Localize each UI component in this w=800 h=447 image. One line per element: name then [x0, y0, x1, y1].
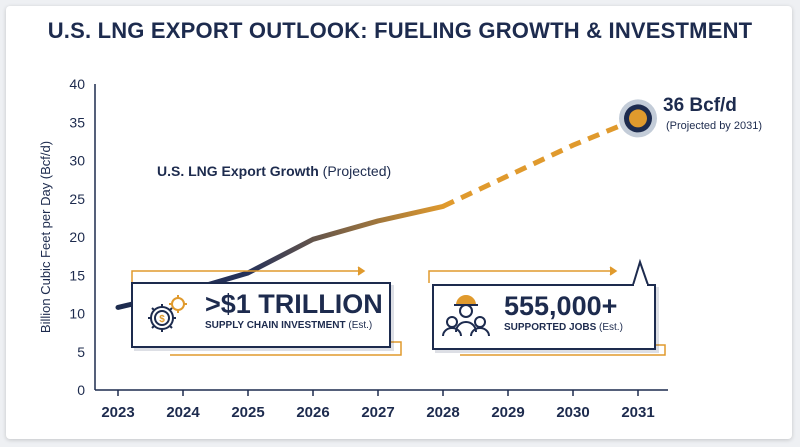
series-label: U.S. LNG Export Growth (Projected) — [157, 163, 391, 179]
callout-2-arrows — [428, 266, 666, 356]
annotation-value: 36 Bcf/d — [663, 95, 737, 116]
jobs-callout: 555,000+ SUPPORTED JOBS (Est.) — [432, 284, 656, 350]
investment-callout: $ >$1 TRILLION SUPPLY CHAIN INVESTMENT (… — [131, 282, 391, 348]
annotation-sub: (Projected by 2031) — [666, 120, 762, 132]
x-tick-label: 2031 — [621, 404, 654, 421]
gears-dollar-icon: $ — [148, 295, 187, 332]
y-tick-label: 35 — [69, 114, 85, 130]
workers-icon — [442, 295, 490, 337]
chart-title: U.S. LNG EXPORT OUTLOOK: FUELING GROWTH … — [47, 18, 753, 43]
y-tick-label: 30 — [69, 153, 85, 169]
y-tick-label: 20 — [69, 229, 85, 245]
callout-1-arrows — [131, 266, 402, 356]
x-tick-label: 2023 — [101, 404, 134, 421]
x-tick-label: 2024 — [166, 404, 200, 421]
y-tick-label: 15 — [69, 267, 85, 283]
series-line-projected — [441, 116, 639, 209]
x-tick-label: 2025 — [231, 404, 264, 421]
investment-value: >$1 TRILLION — [205, 289, 383, 319]
y-tick-label: 40 — [69, 76, 85, 92]
x-ticks: 2023 2024 2025 2026 2027 2028 2029 2030 2031 — [101, 390, 655, 421]
y-tick-label: 5 — [77, 344, 85, 360]
x-tick-label: 2027 — [361, 404, 394, 421]
jobs-label: SUPPORTED JOBS (Est.) — [504, 322, 623, 333]
chart-card — [6, 6, 792, 439]
x-tick-label: 2026 — [296, 404, 329, 421]
investment-label: SUPPLY CHAIN INVESTMENT (Est.) — [205, 320, 373, 331]
jobs-value: 555,000+ — [504, 291, 618, 321]
y-tick-label: 0 — [77, 382, 85, 398]
x-tick-label: 2030 — [556, 404, 589, 421]
svg-text:$: $ — [159, 314, 165, 325]
y-tick-label: 10 — [69, 306, 85, 322]
y-ticks: 0 5 10 15 20 25 30 35 40 — [69, 76, 85, 398]
y-axis-title: Billion Cubic Feet per Day (Bcf/d) — [38, 141, 53, 333]
endpoint-marker — [619, 99, 657, 138]
x-tick-label: 2028 — [426, 404, 459, 421]
y-tick-label: 25 — [69, 191, 85, 207]
x-tick-label: 2029 — [491, 404, 524, 421]
